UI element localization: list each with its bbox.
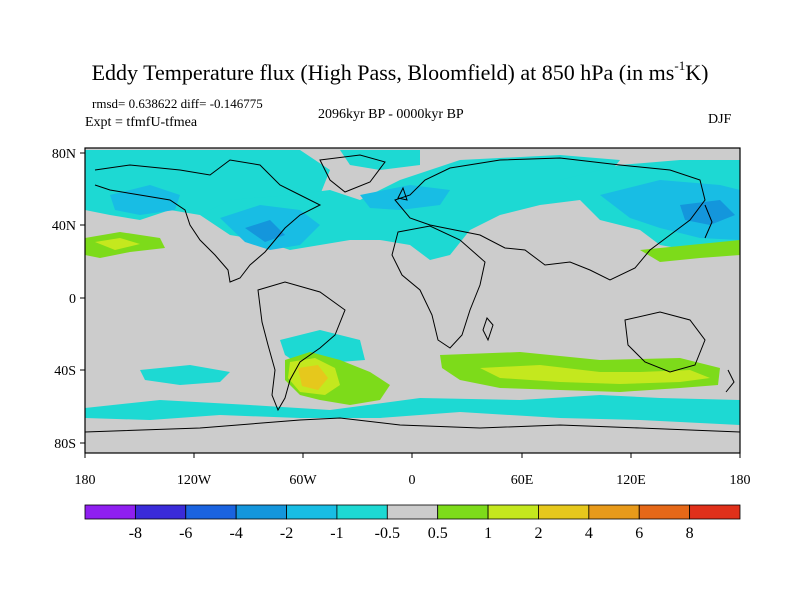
colorbar-label: 6 — [635, 525, 643, 542]
colorbar-swatch — [185, 504, 237, 520]
lon-label-60e: 60E — [511, 473, 534, 488]
lat-label-80s: 80S — [54, 437, 76, 452]
colorbar-swatch — [588, 504, 640, 520]
lon-label-60w: 60W — [289, 473, 317, 488]
coast-uk — [397, 186, 408, 201]
colorbar-label: -0.5 — [375, 525, 400, 542]
colorbar-label: -6 — [179, 525, 192, 542]
lon-label-120e: 120E — [616, 473, 646, 488]
coast-south-america — [257, 281, 346, 412]
colorbar-labels: -8 -6 -4 -2 -1 -0.5 0.5 1 2 4 6 8 — [129, 525, 694, 542]
colorbar-label: 2 — [534, 525, 542, 542]
coast-antarctica — [85, 417, 740, 433]
colorbar-label: -4 — [229, 525, 242, 542]
coast-africa — [391, 225, 486, 349]
lon-label-180w: 180 — [75, 473, 96, 488]
colorbar-swatch — [638, 504, 691, 520]
coast-madagascar — [482, 317, 494, 342]
coast-japan — [704, 204, 713, 239]
contour-subtrop-npac-west — [640, 240, 740, 262]
colorbar-swatch — [386, 504, 439, 520]
colorbar-swatch — [336, 504, 388, 520]
contour-fill-layer — [85, 150, 740, 425]
period-label: 2096kyr BP - 0000kyr BP — [318, 107, 464, 122]
contour-pacific-core — [600, 180, 740, 240]
colorbar-label: 4 — [585, 525, 593, 542]
season-label: DJF — [708, 112, 732, 127]
contour-south-pacific-blob — [140, 365, 230, 385]
coast-eurasia — [394, 157, 706, 281]
colorbar-swatch — [286, 504, 338, 520]
colorbar-label: 8 — [686, 525, 694, 542]
rmsd-diff-label: rmsd= 0.638622 diff= -0.146775 — [92, 96, 263, 111]
colorbar-swatch — [487, 504, 539, 520]
colorbar-swatch — [689, 504, 741, 520]
colorbar-label: 1 — [484, 525, 492, 542]
colorbar-label: 0.5 — [428, 525, 448, 542]
lon-label-120w: 120W — [177, 473, 212, 488]
title-suffix: K) — [685, 60, 709, 85]
colorbar-swatch — [84, 504, 136, 520]
contour-pacific-deep — [680, 200, 735, 225]
lon-labels: 180 120W 60W 0 60E 120E 180 — [75, 473, 751, 488]
colorbar-swatch — [538, 504, 590, 520]
colorbar-label: -2 — [280, 525, 293, 542]
title-main: Eddy Temperature flux (High Pass, Bloomf… — [91, 60, 675, 85]
colorbar-swatch — [437, 504, 489, 520]
coast-north-america — [94, 159, 322, 283]
lat-label-0: 0 — [69, 292, 76, 307]
lat-label-40s: 40S — [54, 364, 76, 379]
colorbar — [84, 504, 741, 520]
coastlines — [85, 154, 740, 433]
colorbar-label: -1 — [330, 525, 343, 542]
coast-greenland — [319, 154, 386, 193]
lon-ticks — [84, 453, 741, 458]
lon-label-180e: 180 — [730, 473, 751, 488]
colorbar-label: -8 — [129, 525, 142, 542]
coast-australia — [624, 311, 706, 373]
title-exponent: -1 — [674, 58, 686, 73]
contour-subtrop-npac-east-core — [95, 238, 140, 250]
lat-labels: 80N 40N 0 40S 80S — [52, 147, 76, 452]
contour-atlantic-core — [360, 185, 450, 210]
contour-patagonia-max — [298, 365, 328, 390]
contour-na-deep — [245, 220, 285, 242]
lat-label-40n: 40N — [52, 219, 76, 234]
contour-indian-ocean-core — [480, 365, 710, 384]
figure-title: Eddy Temperature flux (High Pass, Bloomf… — [0, 58, 800, 86]
coast-new-zealand — [725, 369, 735, 393]
colorbar-swatch — [134, 504, 187, 520]
contour-southern-ocean-band — [85, 395, 740, 425]
expt-label: Expt = tfmfU-tfmea — [85, 115, 198, 130]
lon-label-0: 0 — [409, 473, 416, 488]
lat-label-80n: 80N — [52, 147, 76, 162]
colorbar-swatch — [235, 504, 287, 520]
lat-ticks — [80, 152, 85, 444]
